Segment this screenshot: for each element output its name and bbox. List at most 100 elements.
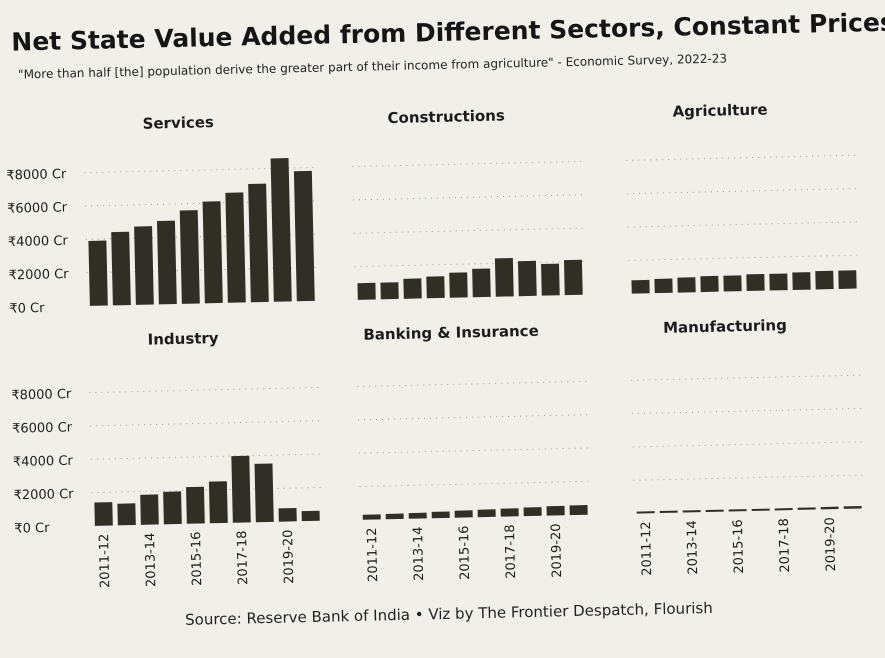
services-gridline [84,166,315,174]
services-bar-2019-20 [270,158,292,302]
industry-bar-2015-16 [186,486,205,524]
industry-bar-2014-15 [163,491,182,525]
agriculture-bar-2019-20 [815,270,834,290]
services-bar-2020-21 [293,170,315,302]
industry-gridline [89,386,320,394]
agriculture-gridline [627,221,858,228]
manufacturing-bar-2013-14 [682,510,701,513]
constructions-bar-2017-18 [494,257,514,297]
banking-insurance-gridline [357,380,588,388]
banking-insurance-bar-2013-14 [408,512,427,519]
banking-insurance-x-tick-label: 2017-18 [503,524,519,579]
services-y-tick-label: ₹8000 Cr [6,167,67,183]
manufacturing-gridline [632,441,863,448]
agriculture-bar-2014-15 [700,275,719,293]
industry-y-tick-label: ₹6000 Cr [12,420,73,436]
services-y-tick-label: ₹6000 Cr [7,200,68,216]
services-gridline [85,233,316,240]
services-bar-2014-15 [156,220,177,305]
services-bar-2016-17 [202,201,223,304]
constructions-gridline [354,260,585,268]
services-bar-2011-12 [88,240,108,306]
industry-gridline [90,420,321,427]
agriculture-bar-2017-18 [769,273,788,291]
manufacturing-bar-2014-15 [705,509,724,513]
constructions-bar-2016-17 [472,268,491,298]
manufacturing-gridline [631,374,862,381]
services-y-tick-label: ₹2000 Cr [8,267,69,283]
services-gridline [85,200,316,207]
agriculture-bar-2016-17 [746,273,765,292]
banking-insurance-bar-2011-12 [362,514,381,520]
constructions-bar-2018-19 [517,260,537,297]
services-y-tick-label: ₹4000 Cr [8,234,69,250]
industry-bar-2016-17 [208,481,228,524]
industry-bar-2017-18 [231,455,251,523]
manufacturing-x-tick-label: 2019-20 [823,517,839,572]
banking-insurance-panel-title: Banking & Insurance [363,322,539,344]
industry-x-tick-label: 2015-16 [189,531,205,586]
industry-bar-2018-19 [254,463,274,523]
agriculture-bar-2011-12 [631,279,650,294]
agriculture-bar-2013-14 [677,277,696,293]
services-bar-2017-18 [225,192,246,303]
agriculture-panel-title: Agriculture [672,101,767,121]
banking-insurance-gridline [358,414,588,421]
manufacturing-gridline [633,474,864,481]
constructions-bar-2015-16 [449,272,468,298]
manufacturing-panel-title: Manufacturing [663,316,787,337]
services-bar-2012-13 [111,231,131,306]
banking-insurance-x-tick-label: 2011-12 [365,527,381,582]
manufacturing-bar-2018-19 [797,507,816,510]
manufacturing-gridline [631,407,862,415]
constructions-gridline [353,194,583,201]
banking-insurance-bar-2017-18 [500,508,519,517]
manufacturing-bar-2016-17 [751,508,770,511]
industry-bar-2012-13 [117,503,136,526]
agriculture-bar-2012-13 [654,278,673,294]
banking-insurance-bar-2014-15 [431,511,450,519]
services-bar-2015-16 [179,210,200,304]
industry-bar-2011-12 [94,502,113,526]
manufacturing-x-tick-label: 2013-14 [685,520,701,575]
agriculture-bar-2015-16 [723,275,742,292]
banking-insurance-bar-2012-13 [385,513,404,520]
industry-y-tick-label: ₹4000 Cr [13,454,74,470]
manufacturing-bar-2011-12 [636,511,655,514]
manufacturing-bar-2015-16 [728,509,747,512]
manufacturing-bar-2020-21 [843,505,862,509]
banking-insurance-x-tick-label: 2013-14 [411,526,427,581]
manufacturing-x-tick-label: 2011-12 [639,521,655,576]
services-panel-title: Services [142,113,214,133]
manufacturing-bar-2012-13 [659,510,678,514]
banking-insurance-x-tick-label: 2015-16 [457,525,473,580]
industry-x-tick-label: 2011-12 [97,533,113,588]
agriculture-gridline [626,154,857,161]
constructions-panel-title: Constructions [387,106,505,127]
banking-insurance-bar-2018-19 [523,507,542,517]
industry-x-tick-label: 2017-18 [235,530,251,585]
industry-bar-2013-14 [140,494,159,525]
agriculture-bar-2020-21 [838,270,857,289]
banking-insurance-bar-2015-16 [454,510,473,518]
banking-insurance-gridline [358,447,589,454]
banking-insurance-gridline [359,480,590,488]
services-gridline [86,266,317,274]
services-bar-2013-14 [134,226,154,305]
banking-insurance-bar-2019-20 [546,505,565,516]
constructions-bar-2011-12 [357,282,376,300]
banking-insurance-bar-2016-17 [477,509,496,518]
banking-insurance-x-tick-label: 2019-20 [549,523,565,578]
agriculture-gridline [628,254,859,261]
industry-bar-2020-21 [301,510,320,522]
constructions-bar-2020-21 [563,259,583,296]
industry-gridline [91,486,322,494]
constructions-bar-2013-14 [403,278,422,299]
constructions-gridline [352,160,583,168]
services-bar-2018-19 [248,183,269,303]
constructions-gridline [353,227,584,234]
agriculture-bar-2018-19 [792,272,811,290]
industry-y-tick-label: ₹2000 Cr [13,487,74,503]
